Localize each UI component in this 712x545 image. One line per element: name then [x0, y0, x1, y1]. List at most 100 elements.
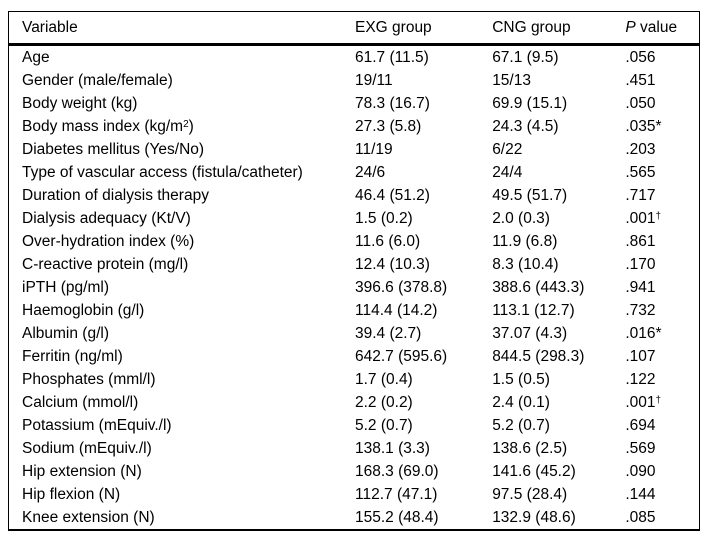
cng-group-cell: 8.3 (10.4) — [492, 255, 559, 273]
p-value-cell: .565 — [625, 163, 656, 181]
table-row: iPTH (pg/ml) 396.6 (378.8) 388.6 (443.3) .9… — [9, 276, 700, 299]
variable-cell: Body mass index (kg/m2) — [22, 117, 194, 135]
table-row: Gender (male/female) 19/11 15/13 .451 — [9, 69, 700, 92]
p-value-cell: .035* — [625, 117, 662, 135]
cng-group-cell: 2.0 (0.3) — [492, 209, 550, 227]
variable-cell: Hip extension (N) — [22, 462, 142, 480]
table-row: Albumin (g/l) 39.4 (2.7) 37.07 (4.3) .016* — [9, 322, 700, 345]
exg-group-cell: 27.3 (5.8) — [355, 117, 422, 135]
cng-group-cell: 67.1 (9.5) — [492, 48, 559, 66]
table-row: Sodium (mEquiv./l) 138.1 (3.3) 138.6 (2.5)… — [9, 437, 700, 460]
table-row: Hip flexion (N) 112.7 (47.1) 97.5 (28.4) .1… — [9, 483, 700, 506]
table-row: C-reactive protein (mg/l) 12.4 (10.3) 8.3 … — [9, 253, 700, 276]
cng-group-cell: 15/13 — [492, 71, 531, 89]
variable-cell: Type of vascular access (fistula/cathete… — [22, 163, 303, 181]
p-value-italic-letter: P — [625, 18, 636, 36]
variable-cell: Age — [22, 48, 50, 66]
exg-group-cell: 24/6 — [355, 163, 386, 181]
exg-group-cell: 155.2 (48.4) — [355, 508, 439, 526]
table-row: Calcium (mmol/l) 2.2 (0.2) 2.4 (0.1) .001† — [9, 391, 700, 414]
cng-group-cell: 37.07 (4.3) — [492, 324, 568, 342]
exg-group-cell: 61.7 (11.5) — [355, 48, 429, 66]
p-value-cell: .001† — [625, 393, 662, 411]
p-value-cell: .050 — [625, 94, 656, 112]
variable-cell: Calcium (mmol/l) — [22, 393, 139, 411]
cng-group-cell: 2.4 (0.1) — [492, 393, 550, 411]
table-row: Dialysis adequacy (Kt/V) 1.5 (0.2) 2.0 (0.… — [9, 207, 700, 230]
header-row: Variable EXG group CNG group P value — [8, 11, 700, 46]
column-header-exg-group: EXG group — [355, 11, 493, 46]
p-value-cell: .717 — [625, 186, 656, 204]
variable-cell: iPTH (pg/ml) — [22, 278, 109, 296]
p-value-cell: .861 — [625, 232, 656, 250]
table-row: Knee extension (N) 155.2 (48.4) 132.9 (48.… — [9, 506, 700, 530]
exg-group-cell: 642.7 (595.6) — [355, 347, 448, 365]
p-value-cell: .122 — [625, 370, 656, 388]
p-value-cell: .107 — [625, 347, 656, 365]
exg-group-cell: 11/19 — [355, 140, 393, 158]
p-value-cell: .001† — [625, 209, 662, 227]
variable-cell: Knee extension (N) — [22, 508, 155, 526]
variable-cell: C-reactive protein (mg/l) — [22, 255, 189, 273]
column-header-cng-group: CNG group — [492, 11, 626, 46]
table-row: Diabetes mellitus (Yes/No) 11/19 6/22 .203 — [9, 138, 700, 161]
variable-cell: Duration of dialysis therapy — [22, 186, 209, 204]
p-value-cell: .451 — [625, 71, 656, 89]
cng-group-cell: 138.6 (2.5) — [492, 439, 568, 457]
cng-group-cell: 388.6 (443.3) — [492, 278, 585, 296]
exg-group-cell: 19/11 — [355, 71, 393, 89]
exg-group-cell: 12.4 (10.3) — [355, 255, 430, 273]
variable-cell: Diabetes mellitus (Yes/No) — [22, 140, 205, 158]
column-header-p-value: P value — [625, 11, 700, 46]
cng-group-cell: 24/4 — [492, 163, 523, 181]
exg-group-cell: 1.5 (0.2) — [355, 209, 413, 227]
table-row: Body mass index (kg/m2) 27.3 (5.8) 24.3 (4… — [9, 115, 700, 138]
p-value-cell: .732 — [625, 301, 656, 319]
variable-cell: Haemoglobin (g/l) — [22, 301, 145, 319]
table-row: Duration of dialysis therapy 46.4 (51.2) 4… — [9, 184, 700, 207]
table-row: Body weight (kg) 78.3 (16.7) 69.9 (15.1) .0… — [9, 92, 700, 115]
cng-group-cell: 24.3 (4.5) — [492, 117, 559, 135]
variable-cell: Ferritin (ng/ml) — [22, 347, 123, 365]
p-value-cell: .085 — [625, 508, 656, 526]
p-value-cell: .203 — [625, 140, 656, 158]
table-row: Type of vascular access (fistula/cathete… — [9, 161, 700, 184]
p-value-cell: .090 — [625, 462, 656, 480]
exg-group-cell: 39.4 (2.7) — [355, 324, 422, 342]
cng-group-cell: 844.5 (298.3) — [492, 347, 585, 365]
exg-group-cell: 46.4 (51.2) — [355, 186, 430, 204]
cng-group-cell: 49.5 (51.7) — [492, 186, 568, 204]
p-value-cell: .941 — [625, 278, 656, 296]
column-header-variable: Variable — [8, 11, 355, 46]
superscript-marker: 2 — [183, 118, 189, 130]
table-row: Hip extension (N) 168.3 (69.0) 141.6 (45.2… — [9, 460, 700, 483]
cng-group-cell: 97.5 (28.4) — [492, 485, 568, 503]
cng-group-cell: 5.2 (0.7) — [492, 416, 550, 434]
p-value-cell: .144 — [625, 485, 656, 503]
cng-group-cell: 11.9 (6.8) — [492, 232, 558, 250]
p-value-cell: .016* — [625, 324, 662, 342]
table-row: Age 61.7 (11.5) 67.1 (9.5) .056 — [9, 45, 700, 70]
exg-group-cell: 168.3 (69.0) — [355, 462, 439, 480]
exg-group-cell: 5.2 (0.7) — [355, 416, 413, 434]
cng-group-cell: 132.9 (48.6) — [492, 508, 576, 526]
variable-cell: Hip flexion (N) — [22, 485, 121, 503]
table-row: Phosphates (mml/l) 1.7 (0.4) 1.5 (0.5) .122 — [9, 368, 700, 391]
variable-cell: Albumin (g/l) — [22, 324, 109, 342]
p-value-cell: .694 — [625, 416, 656, 434]
variable-cell: Over-hydration index (%) — [22, 232, 195, 250]
table-header: Variable EXG group CNG group P value — [8, 11, 700, 46]
cng-group-cell: 6/22 — [492, 140, 523, 158]
cng-group-cell: 141.6 (45.2) — [492, 462, 576, 480]
p-value-cell: .569 — [625, 439, 656, 457]
p-value-label-rest: value — [635, 18, 678, 36]
cng-group-cell: 69.9 (15.1) — [492, 94, 568, 112]
exg-group-cell: 1.7 (0.4) — [355, 370, 413, 388]
p-value-cell: .056 — [625, 48, 656, 66]
variable-cell: Dialysis adequacy (Kt/V) — [22, 209, 191, 227]
table-row: Haemoglobin (g/l) 114.4 (14.2) 113.1 (12.7… — [9, 299, 700, 322]
exg-group-cell: 112.7 (47.1) — [355, 485, 438, 503]
exg-group-cell: 114.4 (14.2) — [355, 301, 438, 319]
variable-cell: Body weight (kg) — [22, 94, 138, 112]
exg-group-cell: 396.6 (378.8) — [355, 278, 448, 296]
